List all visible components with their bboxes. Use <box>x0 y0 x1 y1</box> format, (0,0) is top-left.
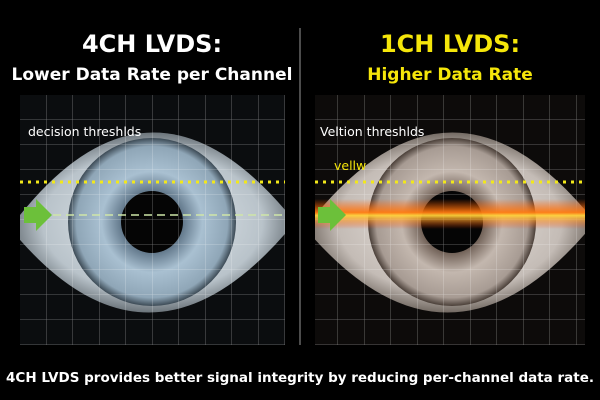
noise-glow <box>315 199 585 229</box>
panel-title: 4CH LVDS: <box>82 30 222 58</box>
left-eye-image <box>20 95 285 345</box>
caption: 4CH LVDS provides better signal integrit… <box>6 370 594 386</box>
arrow <box>24 199 52 231</box>
threshold-label: decision threshlds <box>28 124 141 139</box>
arrow <box>318 199 346 231</box>
threshold-label: Veltion threshlds <box>320 124 424 139</box>
panel-subtitle: Lower Data Rate per Channel <box>12 65 293 85</box>
panel-title: 1CH LVDS: <box>380 30 520 58</box>
panel-subtitle: Higher Data Rate <box>367 65 532 85</box>
threshold-note: vellw <box>334 158 366 173</box>
right-eye-image <box>315 95 585 345</box>
